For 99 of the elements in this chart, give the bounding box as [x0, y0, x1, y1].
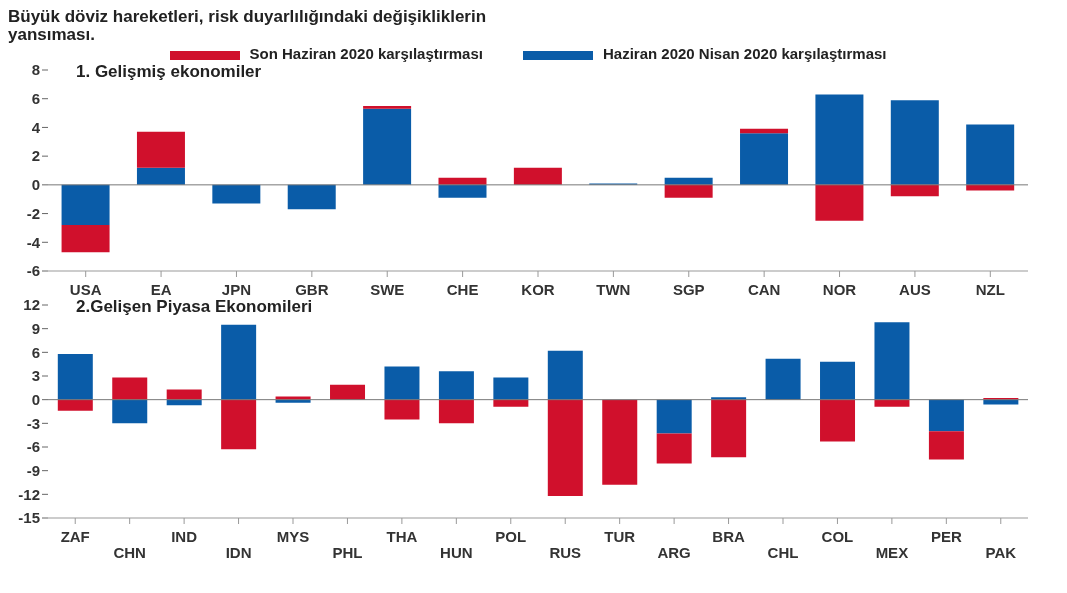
y-tick-label: 0	[31, 176, 40, 194]
x-tick-label: CHN	[113, 544, 146, 561]
bar	[928, 399, 964, 432]
bar	[740, 128, 789, 134]
x-tick-label: THA	[386, 528, 418, 545]
legend-label: Son Haziran 2020 karşılaştırması	[249, 45, 483, 62]
x-tick-label: TUR	[604, 528, 636, 545]
bar	[874, 399, 910, 407]
x-tick-label: CHE	[446, 281, 479, 298]
bar	[820, 399, 856, 442]
x-tick-label: AUS	[899, 281, 931, 298]
bar	[656, 433, 692, 464]
bar	[212, 184, 261, 204]
x-tick-label: POL	[495, 528, 527, 545]
bar	[112, 399, 148, 424]
y-tick-label: -6	[26, 438, 40, 456]
x-tick-label: MEX	[875, 544, 909, 561]
x-tick-label: ZAF	[60, 528, 90, 545]
x-tick-label: MYS	[276, 528, 310, 545]
legend-label: Haziran 2020 Nisan 2020 karşılaştırması	[602, 45, 887, 62]
bar	[928, 431, 964, 460]
y-tick-label: -9	[26, 461, 40, 479]
y-tick-label: 12	[23, 296, 40, 314]
bar	[664, 184, 713, 198]
x-tick-label: IDN	[225, 544, 252, 561]
bar	[166, 399, 202, 406]
x-tick-label: KOR	[521, 281, 555, 298]
y-tick-label: -15	[18, 509, 40, 527]
y-tick-label: 9	[31, 319, 40, 337]
bar	[221, 324, 257, 400]
y-tick-label: 6	[31, 343, 40, 361]
bar	[330, 384, 366, 400]
bar	[112, 377, 148, 400]
x-tick-label: NOR	[822, 281, 857, 298]
x-tick-label: IND	[171, 528, 198, 545]
bar	[61, 184, 110, 226]
bar	[493, 377, 529, 400]
x-tick-label: JPN	[221, 281, 252, 298]
bar	[493, 399, 529, 407]
chart-title: 2.Gelişen Piyasa Ekonomileri	[76, 297, 313, 317]
y-tick-label: 6	[31, 90, 40, 108]
y-tick-label: -6	[26, 262, 40, 280]
y-tick-label: 3	[31, 367, 40, 385]
bar	[363, 108, 412, 185]
bar	[136, 131, 185, 168]
bar	[513, 167, 562, 185]
bar	[221, 399, 257, 450]
bar	[815, 94, 864, 185]
bar	[57, 399, 93, 411]
bar	[384, 366, 420, 400]
x-tick-label: PER	[930, 528, 962, 545]
y-tick-label: -4	[26, 233, 41, 251]
bar	[384, 399, 420, 420]
bar	[815, 184, 864, 221]
y-tick-label: -12	[18, 485, 40, 503]
x-tick-label: BRA	[712, 528, 745, 545]
bar	[602, 399, 638, 485]
y-tick-label: 0	[31, 390, 40, 408]
bar	[136, 167, 185, 185]
bar	[740, 133, 789, 185]
bar	[874, 322, 910, 400]
bar	[966, 124, 1015, 185]
bar	[765, 358, 801, 400]
x-tick-label: SGP	[672, 281, 705, 298]
y-tick-label: 4	[31, 118, 41, 136]
x-tick-label: COL	[821, 528, 854, 545]
y-tick-label: 8	[31, 61, 40, 79]
bar	[656, 399, 692, 434]
x-tick-label: USA	[69, 281, 102, 298]
y-tick-label: -2	[26, 204, 40, 222]
bar	[547, 350, 583, 400]
bar	[57, 353, 93, 400]
bar	[363, 105, 412, 109]
x-tick-label: PHL	[332, 544, 363, 561]
x-tick-label: NZL	[975, 281, 1005, 298]
chart-subtitle: 1. Gelişmiş ekonomiler	[76, 62, 262, 82]
x-tick-label: PAK	[985, 544, 1017, 561]
bar	[711, 399, 747, 458]
x-tick-label: SWE	[370, 281, 405, 298]
x-tick-label: ARG	[657, 544, 691, 561]
bar	[547, 399, 583, 496]
bar	[820, 361, 856, 400]
bar	[61, 225, 110, 253]
x-tick-label: TWN	[596, 281, 631, 298]
x-tick-label: GBR	[295, 281, 329, 298]
x-tick-label: HUN	[440, 544, 473, 561]
x-tick-label: CAN	[747, 281, 781, 298]
bar	[890, 100, 939, 185]
x-tick-label: RUS	[549, 544, 582, 561]
bar	[438, 371, 474, 400]
x-tick-label: EA	[150, 281, 172, 298]
y-tick-label: 2	[31, 147, 40, 165]
bar	[438, 399, 474, 424]
bar	[287, 184, 336, 210]
x-tick-label: CHL	[767, 544, 799, 561]
bar	[438, 184, 487, 198]
chart-title: Büyük döviz hareketleri, risk duyarlılığındaki değişikliklerin yansıması.	[8, 7, 488, 44]
y-tick-label: -3	[26, 414, 40, 432]
bar	[166, 389, 202, 400]
